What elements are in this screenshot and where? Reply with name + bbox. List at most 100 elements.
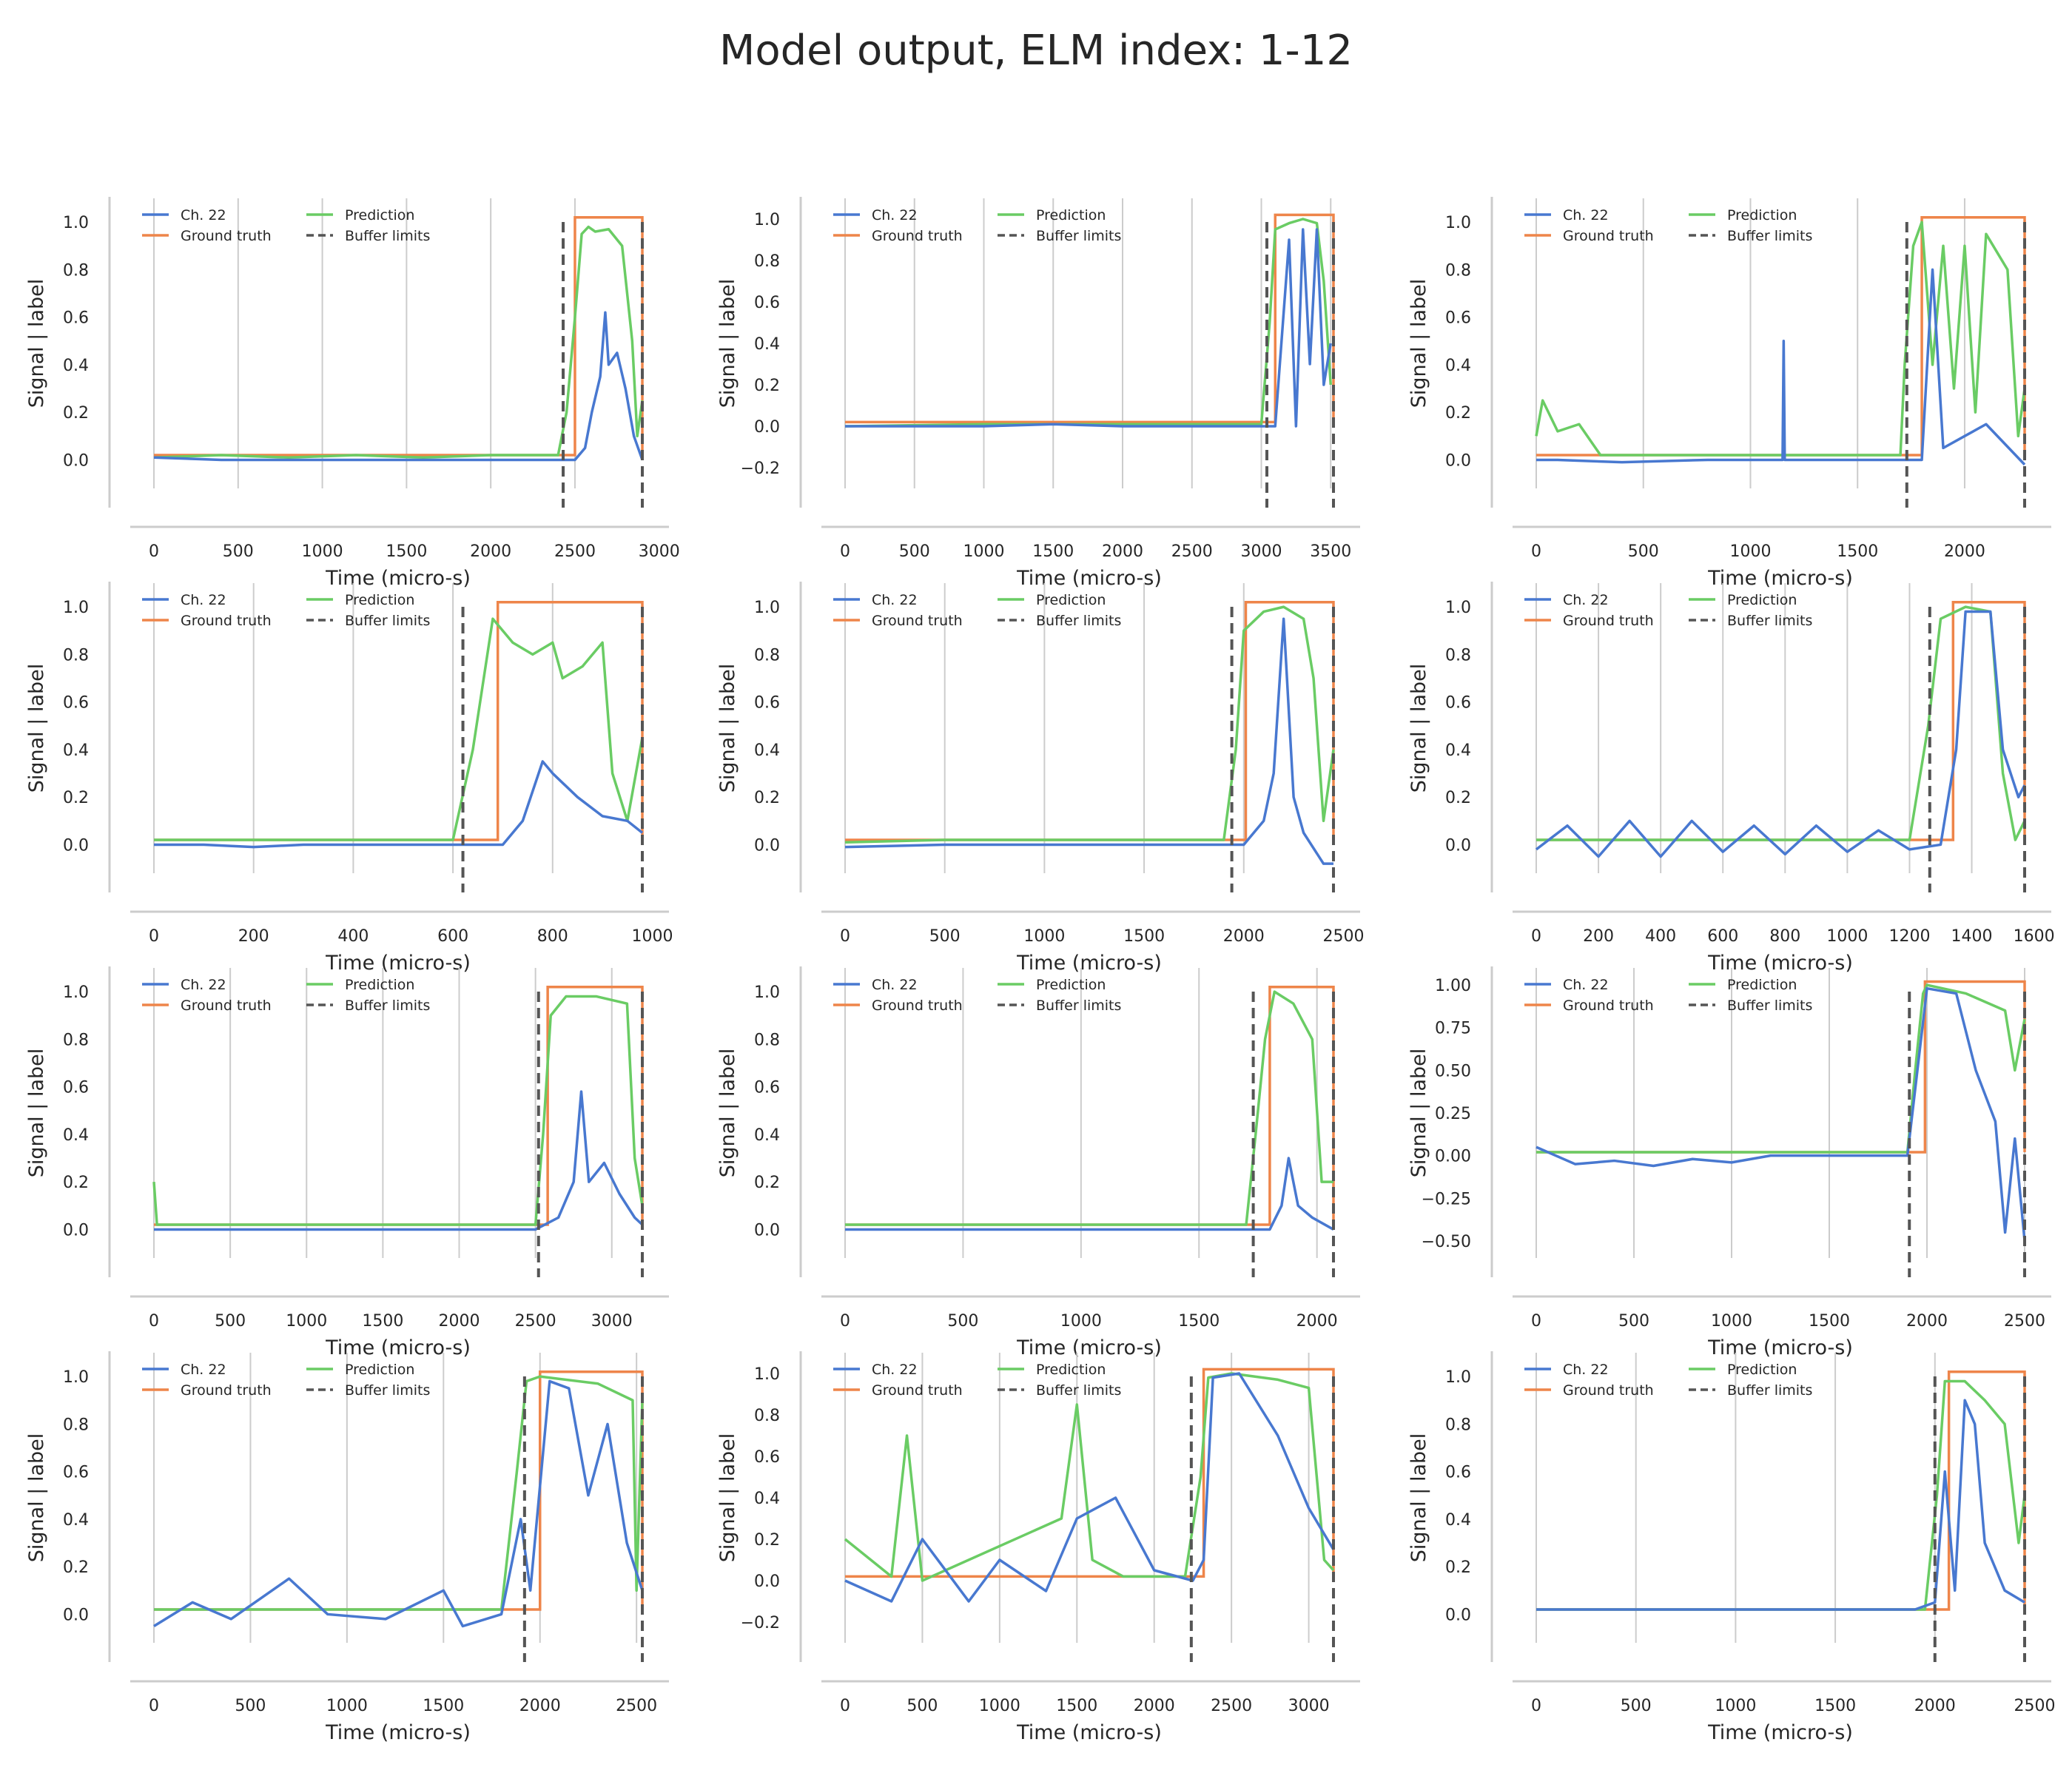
legend-label-prediction: Prediction: [345, 207, 414, 223]
y-tick-label: 0.8: [63, 646, 89, 665]
y-tick-label: 0.0: [1445, 1606, 1471, 1624]
y-tick-label: 0.8: [63, 1031, 89, 1049]
y-tick-label: 0.2: [1445, 789, 1471, 807]
y-tick-label: 0.0: [63, 1606, 89, 1624]
y-tick-label: 1.0: [754, 599, 780, 617]
x-tick-label: 1000: [302, 542, 343, 561]
y-axis-label: Signal | label: [25, 279, 48, 408]
y-tick-label: −0.50: [1422, 1233, 1471, 1251]
prediction-line: [153, 225, 644, 459]
legend-label-prediction: Prediction: [345, 592, 414, 608]
y-tick-label: 0.6: [754, 1448, 780, 1467]
y-tick-label: 0.0: [754, 418, 780, 437]
x-tick-label: 600: [1707, 927, 1738, 946]
legend-label-prediction: Prediction: [1036, 592, 1106, 608]
y-tick-label: 1.0: [63, 214, 89, 232]
legend-label-buffer: Buffer limits: [1727, 998, 1812, 1014]
x-tick-label: 1000: [1826, 927, 1868, 946]
y-axis-label: Signal | label: [1407, 279, 1430, 408]
x-tick-label: 500: [1621, 1697, 1652, 1715]
y-axis-label: Signal | label: [25, 1433, 48, 1563]
x-tick-label: 500: [947, 1312, 978, 1331]
x-tick-label: 2500: [1211, 1697, 1252, 1715]
subplot-7: 0.0 0.2 0.4 0.6 0.8 1.0 0 500 1000 1500 2000 2500 30…: [25, 966, 669, 1359]
y-tick-label: 1.0: [754, 983, 780, 1002]
y-tick-label: 0.4: [754, 741, 780, 760]
legend-label-truth: Ground truth: [181, 613, 272, 629]
x-tick-label: 500: [235, 1697, 266, 1715]
y-axis-label: Signal | label: [25, 1049, 48, 1178]
signal-line: [153, 311, 644, 462]
legend: Ch. 22 Ground truth Prediction Buffer limit…: [833, 1362, 1121, 1399]
x-axis-label: Time (micro-s): [1016, 952, 1162, 975]
x-tick-label: 1400: [1951, 927, 1993, 946]
x-tick-label: 1000: [1060, 1312, 1102, 1331]
ground-truth-line: [845, 1368, 1335, 1578]
legend: Ch. 22 Ground truth Prediction Buffer limit…: [833, 207, 1121, 244]
x-tick-label: 2000: [1223, 927, 1265, 946]
y-tick-label: 1.0: [63, 983, 89, 1002]
x-tick-label: 1500: [1809, 1312, 1850, 1331]
legend-label-prediction: Prediction: [345, 977, 414, 993]
legend: Ch. 22 Ground truth Prediction Buffer limit…: [142, 977, 430, 1014]
legend-label-prediction: Prediction: [345, 1362, 414, 1378]
y-axis-label: Signal | label: [716, 1049, 739, 1178]
legend-label-prediction: Prediction: [1036, 977, 1106, 993]
y-tick-label: 0.0: [1445, 451, 1471, 470]
x-tick-label: 0: [1531, 927, 1541, 946]
x-tick-label: 2000: [1102, 542, 1143, 561]
y-tick-label: 0.4: [1445, 1511, 1471, 1530]
y-tick-label: 0.2: [754, 1174, 780, 1192]
legend-label-truth: Ground truth: [872, 228, 963, 244]
legend-label-buffer: Buffer limits: [345, 1382, 430, 1399]
x-axis-label: Time (micro-s): [1016, 1336, 1162, 1359]
y-tick-label: 0.2: [63, 1558, 89, 1577]
x-tick-label: 1500: [423, 1697, 464, 1715]
y-tick-label: 0.2: [63, 1174, 89, 1192]
subplot-3: 0.0 0.2 0.4 0.6 0.8 1.0 0 500 1000 1500 2000 Time (…: [1407, 197, 2051, 590]
x-tick-label: 1000: [286, 1312, 327, 1331]
prediction-line: [844, 218, 1332, 428]
signal-line: [844, 617, 1333, 865]
legend: Ch. 22 Ground truth Prediction Buffer limit…: [142, 1362, 430, 1399]
y-axis-label: Signal | label: [1407, 1433, 1430, 1563]
y-tick-label: 0.4: [754, 1126, 780, 1145]
y-tick-label: 0.2: [63, 789, 89, 807]
legend: Ch. 22 Ground truth Prediction Buffer limit…: [1524, 977, 1812, 1014]
y-tick-label: 0.75: [1435, 1020, 1471, 1038]
legend-label-prediction: Prediction: [1727, 207, 1797, 223]
signal-line: [1536, 268, 2026, 466]
legend-label-signal: Ch. 22: [181, 592, 226, 608]
legend-label-truth: Ground truth: [1563, 228, 1654, 244]
signal-line: [1535, 610, 2026, 858]
signal-line: [1536, 1399, 2025, 1611]
ground-truth-line: [154, 600, 644, 841]
x-axis-label: Time (micro-s): [325, 567, 471, 590]
x-tick-label: 1500: [386, 542, 427, 561]
x-tick-label: 500: [1618, 1312, 1649, 1331]
x-tick-label: 2000: [1296, 1312, 1338, 1331]
legend-label-prediction: Prediction: [1036, 207, 1106, 223]
subplot-9: −0.50 −0.25 0.00 0.25 0.50 0.75 1.00 0 500 1000 15…: [1407, 966, 2051, 1359]
ground-truth-line: [845, 600, 1335, 841]
x-axis-label: Time (micro-s): [1016, 1721, 1162, 1744]
subplot-12: 0.0 0.2 0.4 0.6 0.8 1.0 0 500 1000 1500 2000 2500 Ti…: [1407, 1351, 2055, 1744]
legend-label-truth: Ground truth: [1563, 998, 1654, 1014]
ground-truth-line: [1536, 215, 2026, 457]
y-tick-label: 0.4: [63, 1126, 89, 1145]
y-tick-label: 0.2: [754, 789, 780, 807]
legend: Ch. 22 Ground truth Prediction Buffer limit…: [1524, 1362, 1812, 1399]
legend-label-buffer: Buffer limits: [345, 228, 430, 244]
ground-truth-line: [845, 213, 1335, 424]
y-tick-label: 1.00: [1435, 977, 1471, 995]
legend-label-signal: Ch. 22: [872, 207, 918, 223]
legend: Ch. 22 Ground truth Prediction Buffer limit…: [833, 977, 1121, 1014]
x-tick-label: 2500: [515, 1312, 556, 1331]
legend-label-prediction: Prediction: [1727, 977, 1797, 993]
subplot-5: 0.0 0.2 0.4 0.6 0.8 1.0 0 500 1000 1500 2000 2500 Ti…: [716, 582, 1364, 975]
x-tick-label: 0: [840, 1312, 850, 1331]
x-tick-label: 1500: [1837, 542, 1878, 561]
figure-title: Model output, ELM index: 1-12: [719, 27, 1353, 75]
x-tick-label: 1500: [1178, 1312, 1220, 1331]
y-tick-label: 1.0: [754, 211, 780, 229]
